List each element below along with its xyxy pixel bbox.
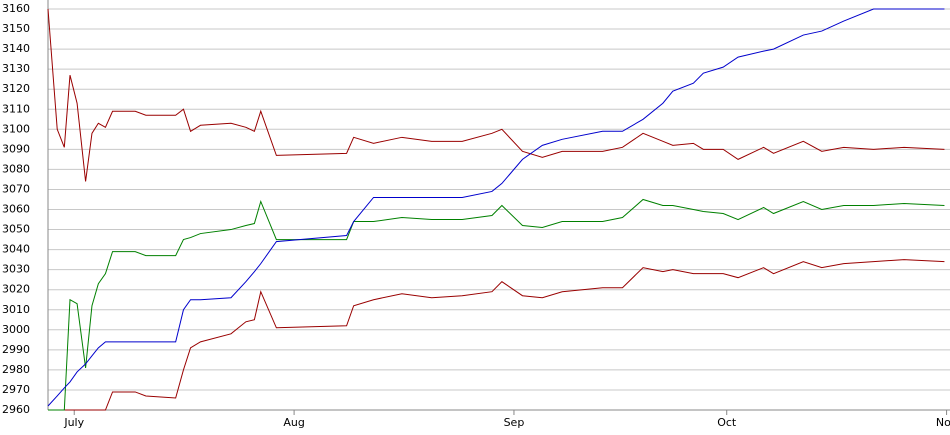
line-series xyxy=(47,8,945,407)
y-tick-label: 3020 xyxy=(2,283,30,296)
y-tick-label: 3100 xyxy=(2,122,30,135)
line-series xyxy=(48,198,945,411)
x-tick-label: July xyxy=(63,416,84,429)
y-tick-label: 3150 xyxy=(2,22,30,35)
y-tick-label: 2980 xyxy=(2,363,30,376)
y-tick-label: 2970 xyxy=(2,383,30,396)
x-tick-label: Nov xyxy=(936,416,950,429)
y-tick-label: 3130 xyxy=(2,62,30,75)
y-tick-label: 3070 xyxy=(2,182,30,195)
line-series xyxy=(47,8,945,182)
y-tick-label: 3040 xyxy=(2,243,30,256)
x-tick-label: Aug xyxy=(283,416,304,429)
y-tick-label: 3090 xyxy=(2,142,30,155)
y-tick-label: 3140 xyxy=(2,42,30,55)
y-tick-label: 3160 xyxy=(2,2,30,15)
x-tick-label: Sep xyxy=(504,416,525,429)
y-tick-label: 2990 xyxy=(2,343,30,356)
y-tick-label: 3030 xyxy=(2,263,30,276)
y-tick-label: 3050 xyxy=(2,223,30,236)
line-series xyxy=(48,259,945,411)
y-tick-label: 3120 xyxy=(2,82,30,95)
x-tick-label: Oct xyxy=(717,416,737,429)
y-tick-label: 3110 xyxy=(2,102,30,115)
y-tick-label: 3080 xyxy=(2,162,30,175)
y-tick-label: 3000 xyxy=(2,323,30,336)
y-tick-label: 3060 xyxy=(2,203,30,216)
y-tick-label: 3010 xyxy=(2,303,30,316)
y-tick-label: 2960 xyxy=(2,403,30,416)
